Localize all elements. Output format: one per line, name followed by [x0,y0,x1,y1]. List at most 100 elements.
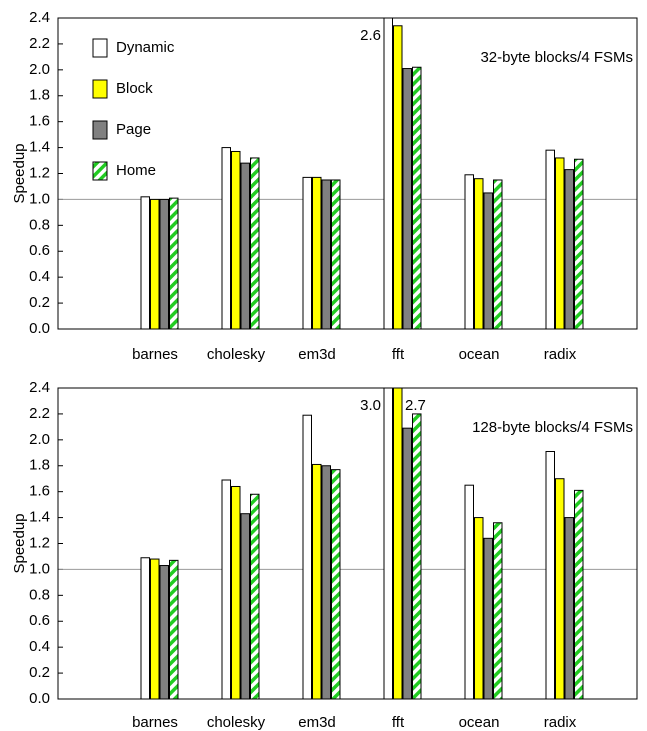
bar [231,485,241,700]
bar [383,388,393,700]
bars [140,18,584,330]
y-axis-label: Speedup [11,143,28,203]
y-tick-label: 1.8 [29,87,50,104]
bar [412,66,422,330]
y-tick-label: 1.2 [29,534,50,551]
x-tick-label: barnes [132,346,178,363]
y-tick-label: 1.0 [29,560,50,577]
bar [464,174,474,330]
legend-label: Block [116,80,153,97]
bar [169,559,179,700]
bar [412,413,422,700]
annotation: 32-byte blocks/4 FSMs [480,49,633,66]
bar [402,68,412,330]
bar [150,198,160,330]
bar [483,192,493,330]
annotation: 128-byte blocks/4 FSMs [472,419,633,436]
y-tick-label: 2.2 [29,405,50,422]
legend-label: Page [116,121,151,138]
bar [221,147,231,330]
y-tick-label: 1.4 [29,509,50,526]
bar [321,179,331,330]
y-tick-label: 1.6 [29,113,50,130]
y-tick-label: 1.0 [29,190,50,207]
y-tick-label: 2.0 [29,61,50,78]
bar [555,157,565,330]
y-tick-label: 0.8 [29,586,50,603]
bar [140,196,150,330]
bar [240,162,250,330]
bar [555,478,565,700]
bar [331,179,341,330]
y-axis-label: Speedup [11,513,28,573]
y-tick-label: 1.8 [29,457,50,474]
bar [250,157,260,330]
bar [312,463,322,700]
value-label: 2.7 [405,397,426,414]
y-tick-label: 1.2 [29,164,50,181]
bar [474,178,484,330]
y-tick-label: 0.0 [29,320,50,337]
x-tick-label: em3d [298,714,336,731]
bar [493,522,503,700]
x-tick-label: radix [544,714,577,731]
bar [312,176,322,330]
legend-swatch [92,38,108,58]
plot-frame [57,17,638,330]
legend-label: Home [116,162,156,179]
bar [393,25,403,330]
bar [221,479,231,700]
bar [240,513,250,700]
y-tick-label: 0.2 [29,664,50,681]
x-tick-label: radix [544,346,577,363]
x-tick-label: em3d [298,346,336,363]
y-tick-label: 0.4 [29,268,50,285]
bar [302,176,312,330]
bar [231,150,241,330]
y-tick-label: 0.6 [29,612,50,629]
bar [159,198,169,330]
y-tick-label: 0.6 [29,242,50,259]
y-tick-label: 0.4 [29,638,50,655]
y-tick-label: 2.0 [29,431,50,448]
bars [140,388,584,700]
legend-label: Dynamic [116,39,175,56]
x-tick-label: fft [392,346,405,363]
x-tick-label: cholesky [207,346,266,363]
bar [493,179,503,330]
bar [402,427,412,700]
bar [159,565,169,700]
x-tick-label: ocean [459,714,500,731]
bar [483,537,493,700]
bar [302,414,312,700]
y-tick-label: 2.2 [29,35,50,52]
y-tick-label: 0.0 [29,690,50,707]
legend-swatch [92,161,108,181]
bar [464,484,474,700]
value-label: 3.0 [360,397,381,414]
bar [564,169,574,330]
legend-swatch [92,120,108,140]
bar [383,18,393,330]
y-tick-label: 1.6 [29,483,50,500]
bar [331,469,341,700]
bar [393,388,403,700]
value-label: 2.6 [360,27,381,44]
legend-swatch [92,79,108,99]
x-tick-label: barnes [132,714,178,731]
bar [250,493,260,700]
bar [474,517,484,700]
bar [574,489,584,700]
x-tick-label: ocean [459,346,500,363]
bar [545,450,555,700]
y-tick-label: 0.2 [29,294,50,311]
plot-frame [57,387,638,700]
y-tick-label: 2.4 [29,379,50,396]
bar [564,517,574,700]
x-tick-label: cholesky [207,714,266,731]
y-tick-label: 0.8 [29,216,50,233]
x-tick-label: fft [392,714,405,731]
bar [545,149,555,330]
bar [150,558,160,700]
